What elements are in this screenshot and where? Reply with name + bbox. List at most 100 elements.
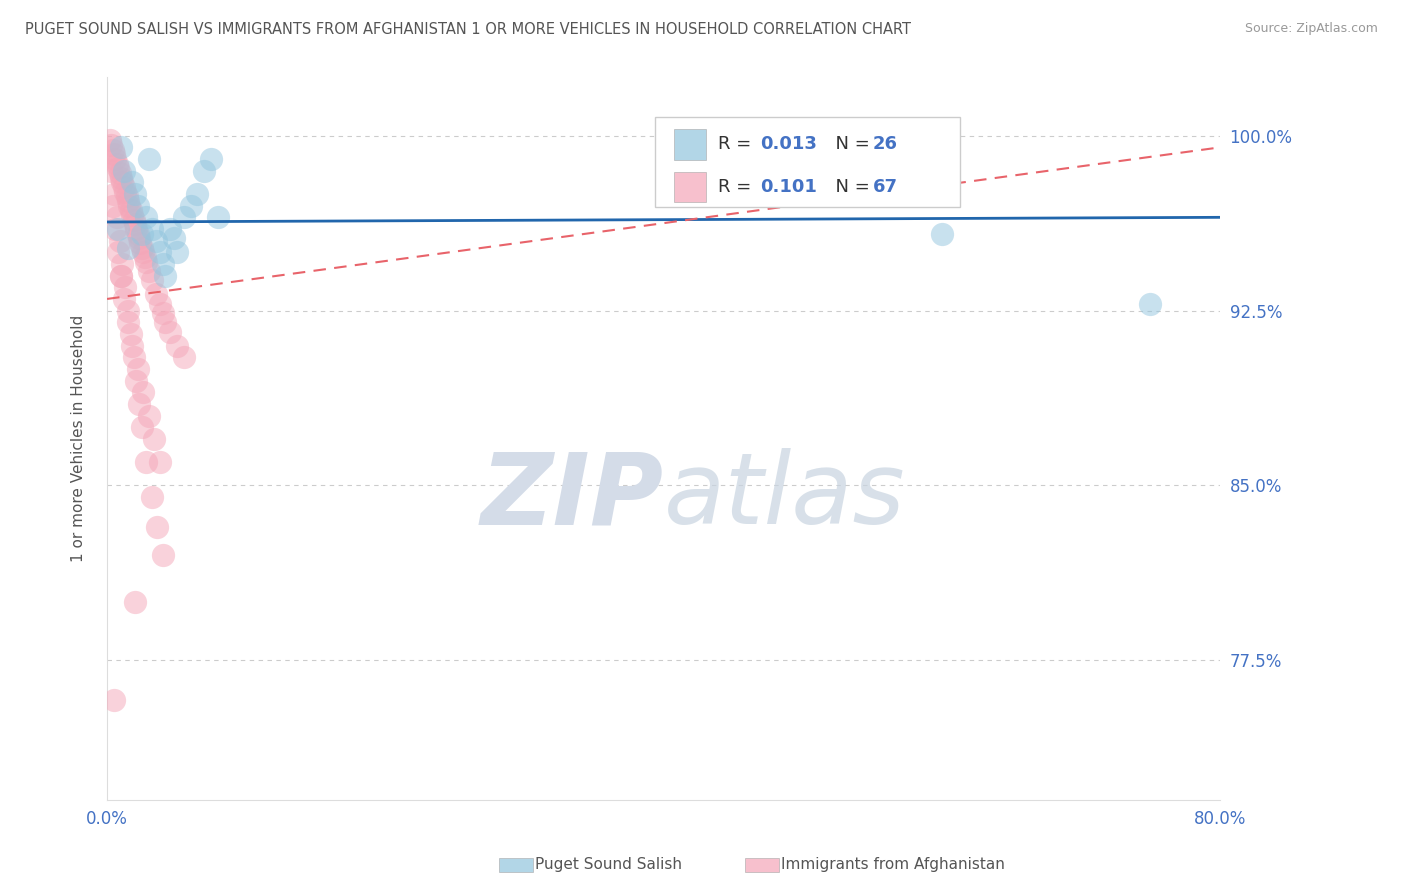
Text: R =: R = — [718, 135, 758, 153]
Point — [129, 235, 152, 250]
Text: N =: N = — [824, 178, 876, 196]
Point — [122, 350, 145, 364]
Point — [193, 163, 215, 178]
Point — [143, 432, 166, 446]
Point — [108, 234, 131, 248]
Point — [149, 296, 172, 310]
Point — [186, 187, 208, 202]
Point — [115, 189, 138, 203]
Point — [112, 180, 135, 194]
Point — [103, 147, 125, 161]
Point — [159, 325, 181, 339]
Point — [131, 227, 153, 241]
Text: PUGET SOUND SALISH VS IMMIGRANTS FROM AFGHANISTAN 1 OR MORE VEHICLES IN HOUSEHOL: PUGET SOUND SALISH VS IMMIGRANTS FROM AF… — [25, 22, 911, 37]
Text: 67: 67 — [873, 178, 898, 196]
Point — [127, 199, 149, 213]
Point — [103, 187, 125, 202]
Text: Puget Sound Salish: Puget Sound Salish — [536, 857, 682, 871]
Text: Source: ZipAtlas.com: Source: ZipAtlas.com — [1244, 22, 1378, 36]
Point — [105, 157, 128, 171]
Point — [149, 245, 172, 260]
Text: R =: R = — [718, 178, 758, 196]
Point — [152, 257, 174, 271]
Point — [101, 199, 124, 213]
Point — [98, 133, 121, 147]
Point — [104, 222, 127, 236]
Point — [180, 199, 202, 213]
Point — [138, 264, 160, 278]
Text: atlas: atlas — [664, 448, 905, 545]
Text: 0.013: 0.013 — [761, 135, 817, 153]
Text: N =: N = — [824, 135, 876, 153]
Point — [111, 175, 134, 189]
Point — [135, 254, 157, 268]
Point — [117, 303, 139, 318]
Point — [127, 362, 149, 376]
Point — [112, 292, 135, 306]
Point — [110, 268, 132, 283]
Point — [141, 490, 163, 504]
Point — [105, 211, 128, 225]
Point — [110, 268, 132, 283]
Point — [1139, 296, 1161, 310]
Text: ZIP: ZIP — [481, 448, 664, 545]
Point — [166, 338, 188, 352]
Point — [132, 245, 155, 260]
Point — [155, 315, 177, 329]
Point — [152, 549, 174, 563]
Point — [141, 273, 163, 287]
Point — [108, 166, 131, 180]
Point — [100, 163, 122, 178]
Point — [114, 185, 136, 199]
Point — [121, 175, 143, 189]
Point — [200, 152, 222, 166]
Point — [152, 306, 174, 320]
Point — [207, 211, 229, 225]
Point — [931, 227, 953, 241]
Point — [135, 211, 157, 225]
Point — [107, 222, 129, 236]
Point — [121, 338, 143, 352]
Point — [111, 257, 134, 271]
Point — [100, 138, 122, 153]
Point — [103, 693, 125, 707]
Point — [122, 212, 145, 227]
Point — [135, 455, 157, 469]
Y-axis label: 1 or more Vehicles in Household: 1 or more Vehicles in Household — [72, 315, 86, 563]
Point — [163, 231, 186, 245]
Point — [155, 268, 177, 283]
Point — [107, 245, 129, 260]
Text: 0.101: 0.101 — [761, 178, 817, 196]
Point — [117, 241, 139, 255]
Text: Immigrants from Afghanistan: Immigrants from Afghanistan — [782, 857, 1005, 871]
Point — [128, 231, 150, 245]
Point — [128, 397, 150, 411]
Point — [107, 161, 129, 176]
Point — [117, 194, 139, 208]
Point — [131, 420, 153, 434]
Point — [117, 315, 139, 329]
Point — [104, 152, 127, 166]
Point — [173, 350, 195, 364]
Point — [134, 250, 156, 264]
Point — [120, 326, 142, 341]
Point — [131, 241, 153, 255]
Point — [124, 187, 146, 202]
Point — [159, 222, 181, 236]
Point — [110, 140, 132, 154]
Point — [114, 280, 136, 294]
Point — [145, 287, 167, 301]
Point — [146, 520, 169, 534]
Point — [125, 374, 148, 388]
Point — [101, 143, 124, 157]
Point — [127, 227, 149, 241]
Point — [124, 595, 146, 609]
Point — [138, 152, 160, 166]
Point — [138, 409, 160, 423]
Point — [118, 199, 141, 213]
Point — [166, 245, 188, 260]
Point — [173, 211, 195, 225]
Point — [145, 234, 167, 248]
Point — [110, 170, 132, 185]
Point — [132, 385, 155, 400]
